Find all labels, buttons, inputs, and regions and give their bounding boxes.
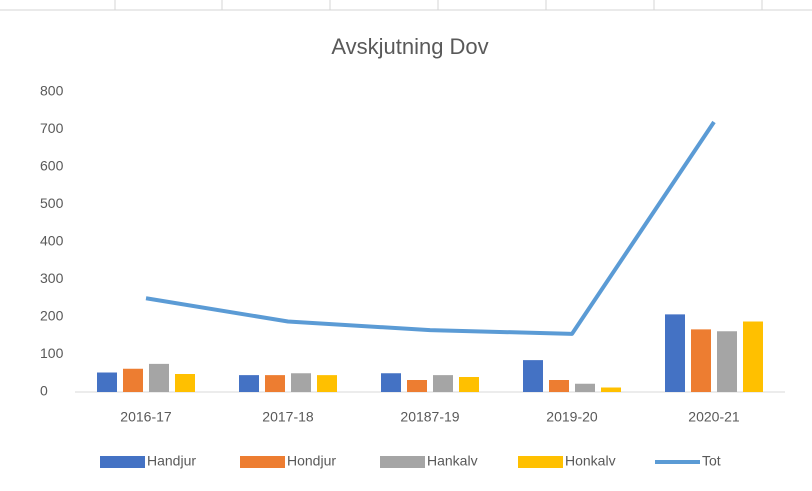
y-tick-label: 400 bbox=[40, 233, 64, 249]
bar bbox=[239, 375, 259, 392]
x-tick-label: 2020-21 bbox=[688, 409, 740, 425]
y-tick-label: 300 bbox=[40, 270, 64, 286]
legend-swatch bbox=[518, 456, 563, 468]
y-tick-label: 200 bbox=[40, 308, 64, 324]
bar bbox=[123, 368, 143, 392]
bar bbox=[459, 377, 479, 392]
y-tick-label: 100 bbox=[40, 345, 64, 361]
x-tick-label: 2017-18 bbox=[262, 409, 314, 425]
legend-label: Handjur bbox=[147, 453, 196, 469]
bar bbox=[717, 331, 737, 392]
bar bbox=[265, 375, 285, 392]
y-tick-label: 600 bbox=[40, 158, 64, 174]
bar bbox=[549, 380, 569, 392]
bar bbox=[433, 375, 453, 392]
y-tick-label: 500 bbox=[40, 195, 64, 211]
legend-swatch bbox=[100, 456, 145, 468]
bar bbox=[575, 383, 595, 392]
legend-swatch bbox=[240, 456, 285, 468]
y-tick-label: 800 bbox=[40, 83, 64, 99]
bar bbox=[149, 363, 169, 392]
bar bbox=[523, 360, 543, 392]
bar bbox=[691, 329, 711, 392]
bar bbox=[317, 375, 337, 392]
bar bbox=[381, 373, 401, 392]
chart-title: Avskjutning Dov bbox=[331, 34, 488, 59]
bar bbox=[601, 387, 621, 392]
bar bbox=[175, 374, 195, 392]
bar bbox=[743, 321, 763, 392]
x-tick-label: 2019-20 bbox=[546, 409, 598, 425]
legend-label: Honkalv bbox=[565, 453, 616, 469]
sheet-grid bbox=[0, 0, 812, 11]
legend-swatch bbox=[380, 456, 425, 468]
bar bbox=[407, 380, 427, 392]
legend-label: Tot bbox=[702, 453, 721, 469]
x-tick-label: 20187-19 bbox=[400, 409, 459, 425]
x-tick-label: 2016-17 bbox=[120, 409, 172, 425]
legend-label: Hankalv bbox=[427, 453, 478, 469]
legend-label: Hondjur bbox=[287, 453, 336, 469]
y-tick-label: 700 bbox=[40, 120, 64, 136]
line-series bbox=[145, 120, 716, 336]
bar bbox=[291, 373, 311, 392]
bar bbox=[97, 372, 117, 392]
y-tick-label: 0 bbox=[40, 383, 48, 399]
bar bbox=[665, 314, 685, 392]
